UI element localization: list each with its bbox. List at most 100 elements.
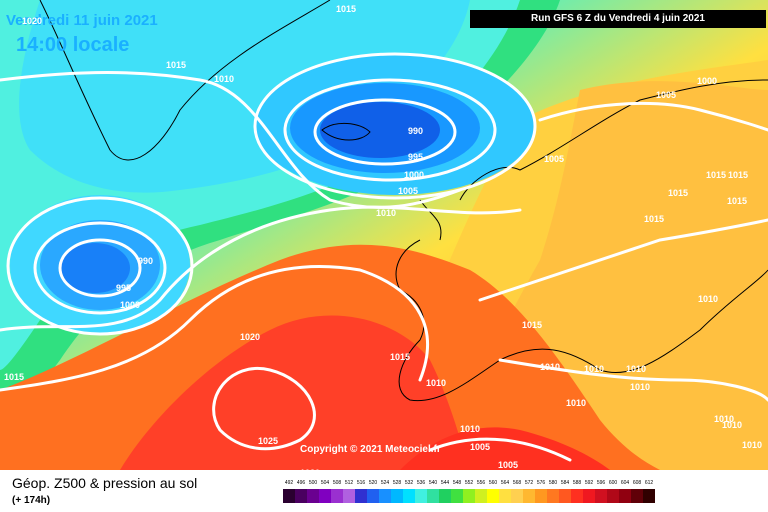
isobar-label: 1010 bbox=[460, 424, 481, 434]
scale-swatch bbox=[475, 489, 487, 503]
isobar-label: 1015 bbox=[644, 214, 665, 224]
scale-cell: 500 bbox=[307, 480, 319, 504]
isobar-label: 1015 bbox=[668, 188, 689, 198]
scale-cell: 524 bbox=[379, 480, 391, 504]
isobar-label: 1015 bbox=[4, 372, 25, 382]
scale-label: 504 bbox=[320, 480, 330, 486]
scale-cell: 536 bbox=[415, 480, 427, 504]
scale-cell: 556 bbox=[475, 480, 487, 504]
forecast-date: Vendredi 11 juin 2021 bbox=[6, 12, 158, 29]
footer-subtitle: (+ 174h) bbox=[12, 495, 51, 506]
scale-label: 596 bbox=[596, 480, 606, 486]
scale-cell: 604 bbox=[619, 480, 631, 504]
isobar-label: 990 bbox=[408, 126, 424, 136]
iceland-coast bbox=[321, 123, 371, 141]
scale-cell: 576 bbox=[535, 480, 547, 504]
greenland-coast bbox=[39, 0, 331, 161]
scale-label: 556 bbox=[476, 480, 486, 486]
scale-label: 564 bbox=[500, 480, 510, 486]
scale-swatch bbox=[319, 489, 331, 503]
isobar-label: 1015 bbox=[166, 60, 187, 70]
isobar-label: 1010 bbox=[742, 440, 763, 450]
scale-swatch bbox=[499, 489, 511, 503]
isobar-label: 1010 bbox=[698, 294, 719, 304]
isobar-label: 1010 bbox=[626, 364, 647, 374]
scale-label: 516 bbox=[356, 480, 366, 486]
isobar-label: 1015 bbox=[728, 170, 749, 180]
scale-label: 552 bbox=[464, 480, 474, 486]
local-time: 14:00 locale bbox=[16, 34, 130, 56]
scale-swatch bbox=[343, 489, 355, 503]
isobar-label: 1015 bbox=[390, 352, 411, 362]
scale-swatch bbox=[379, 489, 391, 503]
low-iceland-core bbox=[320, 102, 440, 158]
field-red-south bbox=[400, 427, 610, 470]
scale-cell: 592 bbox=[583, 480, 595, 504]
isobar-label: 1015 bbox=[706, 170, 727, 180]
isobar-label: 990 bbox=[138, 256, 154, 266]
scale-label: 576 bbox=[536, 480, 546, 486]
scale-cell: 516 bbox=[355, 480, 367, 504]
scale-swatch bbox=[283, 489, 295, 503]
isobar-label: 1010 bbox=[540, 362, 561, 372]
scale-swatch bbox=[415, 489, 427, 503]
scale-label: 544 bbox=[440, 480, 450, 486]
scale-swatch bbox=[595, 489, 607, 503]
scale-label: 604 bbox=[620, 480, 630, 486]
isobar-label: 1000 bbox=[404, 170, 425, 180]
scale-cell: 508 bbox=[331, 480, 343, 504]
scale-cell: 572 bbox=[523, 480, 535, 504]
scale-label: 536 bbox=[416, 480, 426, 486]
footer-title: Géop. Z500 & pression au sol bbox=[12, 475, 198, 491]
scale-swatch bbox=[439, 489, 451, 503]
isobar-label: 1000 bbox=[120, 300, 141, 310]
isobar-label: 1015 bbox=[522, 320, 543, 330]
isobar-label: 1005 bbox=[656, 90, 677, 100]
isobar-label: 995 bbox=[116, 283, 132, 293]
scale-label: 584 bbox=[560, 480, 570, 486]
isobar-label: 995 bbox=[408, 152, 424, 162]
scale-swatch bbox=[403, 489, 415, 503]
scale-cell: 544 bbox=[439, 480, 451, 504]
scale-swatch bbox=[451, 489, 463, 503]
scale-swatch bbox=[511, 489, 523, 503]
scale-cell: 596 bbox=[595, 480, 607, 504]
scale-label: 512 bbox=[344, 480, 354, 486]
scale-swatch bbox=[391, 489, 403, 503]
scale-swatch bbox=[427, 489, 439, 503]
scale-label: 560 bbox=[488, 480, 498, 486]
scale-cell: 532 bbox=[403, 480, 415, 504]
scale-label: 532 bbox=[404, 480, 414, 486]
scale-cell: 608 bbox=[631, 480, 643, 504]
scale-cell: 528 bbox=[391, 480, 403, 504]
scale-cell: 564 bbox=[499, 480, 511, 504]
scale-label: 580 bbox=[548, 480, 558, 486]
scale-swatch bbox=[463, 489, 475, 503]
scale-label: 548 bbox=[452, 480, 462, 486]
scale-label: 568 bbox=[512, 480, 522, 486]
scale-swatch bbox=[643, 489, 655, 503]
scale-cell: 580 bbox=[547, 480, 559, 504]
scale-cell: 504 bbox=[319, 480, 331, 504]
field-lightblue bbox=[19, 0, 471, 193]
scale-swatch bbox=[367, 489, 379, 503]
scale-cell: 560 bbox=[487, 480, 499, 504]
scale-cell: 600 bbox=[607, 480, 619, 504]
scale-swatch bbox=[571, 489, 583, 503]
isobar-label: 1005 bbox=[544, 154, 565, 164]
scale-cell: 612 bbox=[643, 480, 655, 504]
scale-label: 600 bbox=[608, 480, 618, 486]
scale-label: 592 bbox=[584, 480, 594, 486]
scale-label: 612 bbox=[644, 480, 654, 486]
scale-cell: 548 bbox=[451, 480, 463, 504]
scale-swatch bbox=[307, 489, 319, 503]
scale-label: 508 bbox=[332, 480, 342, 486]
field-red-southwest bbox=[120, 315, 470, 470]
scale-swatch bbox=[631, 489, 643, 503]
isobar-label: 1010 bbox=[630, 382, 651, 392]
scale-cell: 588 bbox=[571, 480, 583, 504]
isobar-label: 1015 bbox=[727, 196, 748, 206]
scale-swatch bbox=[619, 489, 631, 503]
scale-cell: 512 bbox=[343, 480, 355, 504]
scale-label: 588 bbox=[572, 480, 582, 486]
